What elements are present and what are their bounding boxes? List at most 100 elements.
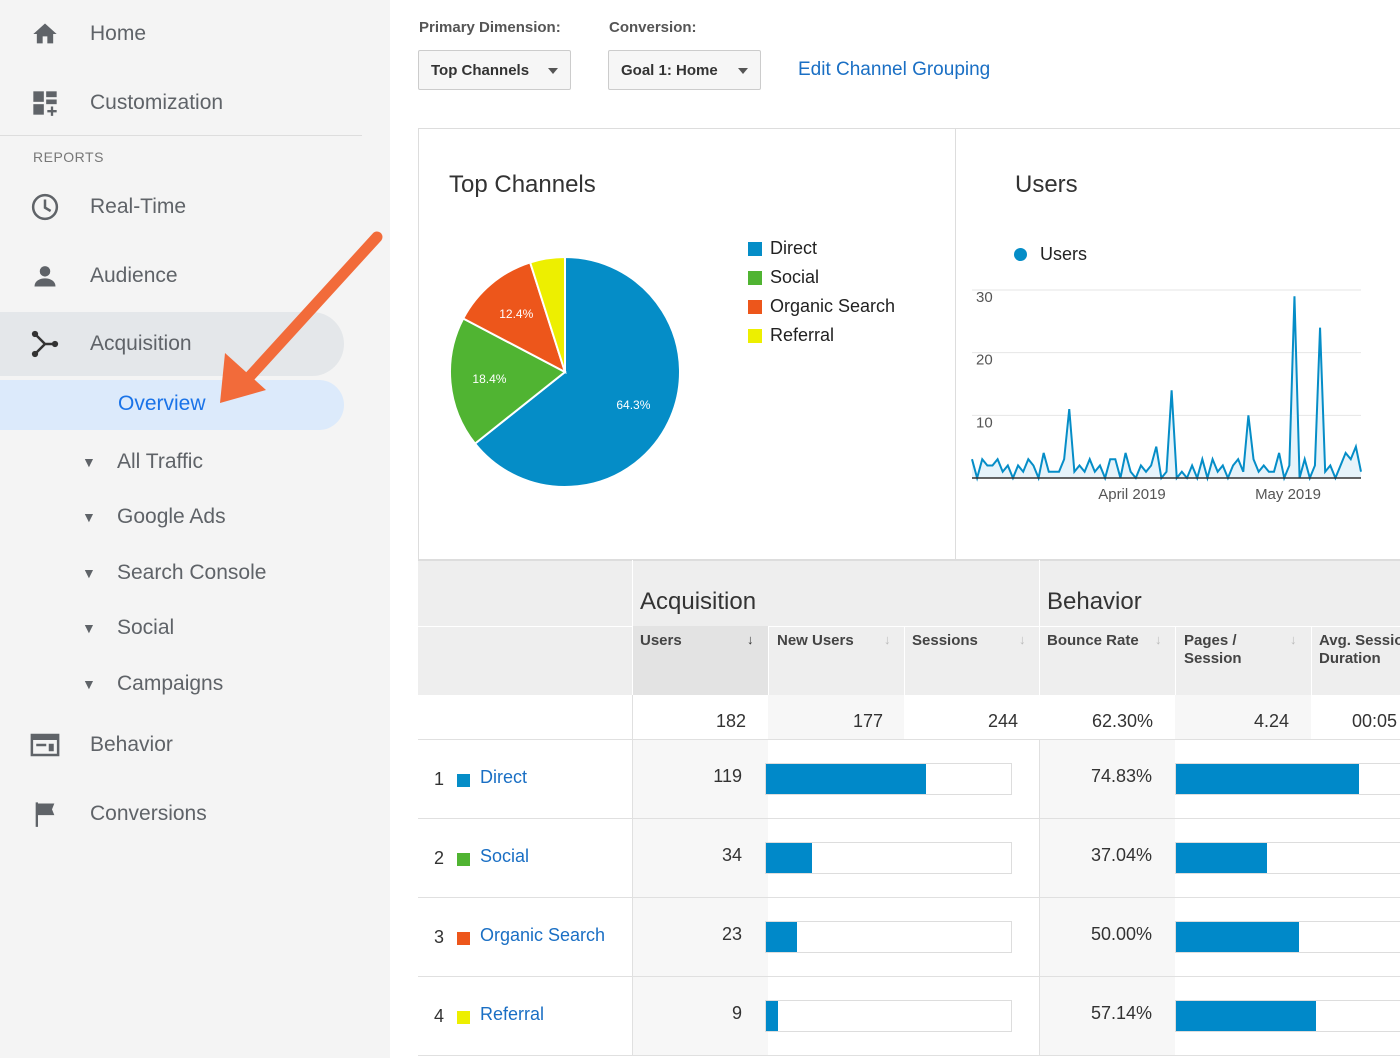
group-header-behavior: Behavior (1047, 588, 1142, 615)
bounce-rate-bar-fill (1176, 1001, 1316, 1031)
sidebar-item-home[interactable]: Home (0, 2, 360, 66)
pie-slice-organic-search[interactable] (461, 261, 567, 375)
legend-swatch (748, 270, 762, 285)
total-avg-session-duration: 00:05 (1352, 711, 1398, 731)
divider (632, 977, 633, 1056)
bounce-rate-value: 57.14% (1090, 1003, 1152, 1023)
pie-data-label: 18.4% (472, 372, 506, 386)
bounce-rate-value: 50.00% (1090, 924, 1152, 944)
sort-desc-icon[interactable]: ↓ (747, 632, 754, 647)
divider (418, 1055, 1400, 1056)
divider (1039, 740, 1040, 819)
column-header-users[interactable]: Users (640, 632, 682, 649)
users-bar (765, 1000, 1012, 1032)
bounce-rate-bar (1175, 1000, 1400, 1032)
users-series-line[interactable] (971, 296, 1362, 482)
channel-link[interactable]: Referral (480, 1004, 545, 1024)
users-value: 23 (721, 924, 742, 944)
totals-shade (768, 695, 904, 739)
column-header-pages-session[interactable]: Pages / Session (1184, 632, 1242, 667)
sidebar-item-label: Behavior (90, 733, 173, 756)
sidebar-item-overview[interactable] (0, 380, 344, 430)
divider (1039, 819, 1040, 898)
column-header-sessions[interactable]: Sessions (912, 632, 978, 649)
reports-heading: REPORTS (33, 149, 104, 165)
table-row: 3 Organic Search 23 50.00% (418, 898, 1400, 977)
edit-channel-grouping-link[interactable]: Edit Channel Grouping (798, 59, 991, 80)
flag-icon (30, 799, 60, 829)
bounce-rate-bar-fill (1176, 843, 1267, 873)
total-new-users: 177 (852, 711, 883, 731)
divider (418, 739, 1400, 740)
sidebar-item-label: All Traffic (117, 450, 203, 473)
expand-triangle-icon: ▼ (82, 454, 96, 470)
divider (1039, 977, 1040, 1056)
channel-link[interactable]: Social (480, 846, 530, 866)
sidebar-item-campaigns[interactable]: ▼ Campaigns (0, 660, 344, 708)
home-icon (30, 19, 60, 49)
primary-dimension-dropdown[interactable]: Top Channels (418, 50, 571, 90)
acquisition-icon (30, 329, 60, 359)
channel-link[interactable]: Direct (480, 767, 528, 787)
sidebar-item-acquisition[interactable]: Acquisition (0, 312, 344, 376)
sidebar-item-behavior[interactable]: Behavior (0, 713, 360, 777)
sort-icon[interactable]: ↓ (1290, 632, 1297, 647)
divider (1175, 626, 1176, 695)
person-icon (30, 261, 60, 291)
sidebar-item-real-time[interactable]: Real-Time (0, 175, 360, 239)
sidebar-item-audience[interactable]: Audience (0, 244, 360, 308)
primary-dimension-label: Primary Dimension: (419, 19, 561, 36)
pie-slice-direct[interactable] (473, 255, 681, 488)
users-value: 119 (713, 766, 742, 786)
totals-shade (1175, 695, 1311, 739)
users-line-chart[interactable]: 10 20 30 April 2019 May 2019 (960, 270, 1400, 515)
legend-item-social[interactable]: Social (748, 267, 819, 288)
sort-icon[interactable]: ↓ (1019, 632, 1026, 647)
expand-triangle-icon: ▼ (82, 676, 96, 692)
cell-shade (632, 740, 768, 819)
channels-table: Acquisition Behavior Users ↓ New Users ↓… (418, 560, 1400, 1058)
legend-swatch (748, 299, 762, 314)
cell-shade (632, 977, 768, 1056)
sidebar-item-search-console[interactable]: ▼ Search Console (0, 549, 344, 597)
legend-label: Users (1040, 244, 1088, 264)
conversion-dropdown[interactable]: Goal 1: Home (608, 50, 761, 90)
sorted-column-highlight (632, 626, 768, 695)
top-channels-pie-chart[interactable]: 64.3% 18.4% 12.4% (448, 255, 682, 489)
channel-color-swatch (457, 1011, 470, 1024)
row-index: 1 (434, 769, 445, 789)
group-header-acquisition: Acquisition (640, 588, 757, 615)
sidebar-item-label: Home (90, 22, 147, 45)
users-bar (765, 763, 1012, 795)
sidebar-item-customization[interactable]: Customization (0, 71, 360, 135)
cell-shade (632, 898, 768, 977)
dropdown-value: Top Channels (431, 61, 530, 79)
column-header-avg-session-duration[interactable]: Avg. Session Duration (1319, 632, 1400, 667)
channel-color-swatch (457, 774, 470, 787)
divider (632, 898, 633, 977)
sidebar-item-google-ads[interactable]: ▼ Google Ads (0, 493, 344, 541)
pie-slice-social[interactable] (449, 317, 567, 446)
column-header-new-users[interactable]: New Users (777, 632, 854, 649)
sidebar-item-label: Google Ads (117, 505, 226, 528)
x-tick-label: May 2019 (1255, 486, 1321, 503)
channel-link[interactable]: Organic Search (480, 925, 606, 945)
bounce-rate-bar-fill (1176, 922, 1299, 952)
legend-item-organic-search[interactable]: Organic Search (748, 296, 895, 317)
sidebar-item-social[interactable]: ▼ Social (0, 604, 344, 652)
column-header-bounce-rate[interactable]: Bounce Rate (1047, 632, 1139, 649)
pie-slice-referral[interactable] (528, 255, 566, 373)
y-tick-label: 20 (976, 352, 993, 369)
sidebar-item-all-traffic[interactable]: ▼ All Traffic (0, 438, 344, 486)
sort-icon[interactable]: ↓ (884, 632, 891, 647)
sort-icon[interactable]: ↓ (1155, 632, 1162, 647)
sidebar-item-conversions[interactable]: Conversions (0, 782, 360, 846)
users-value: 34 (721, 845, 742, 865)
sidebar-item-label: Social (117, 616, 175, 639)
sidebar-item-label: Customization (90, 91, 224, 114)
bounce-rate-value: 74.83% (1090, 766, 1152, 786)
legend-item-referral[interactable]: Referral (748, 325, 834, 346)
legend-item-direct[interactable]: Direct (748, 238, 817, 259)
y-tick-label: 30 (976, 289, 993, 306)
bounce-rate-bar (1175, 842, 1400, 874)
